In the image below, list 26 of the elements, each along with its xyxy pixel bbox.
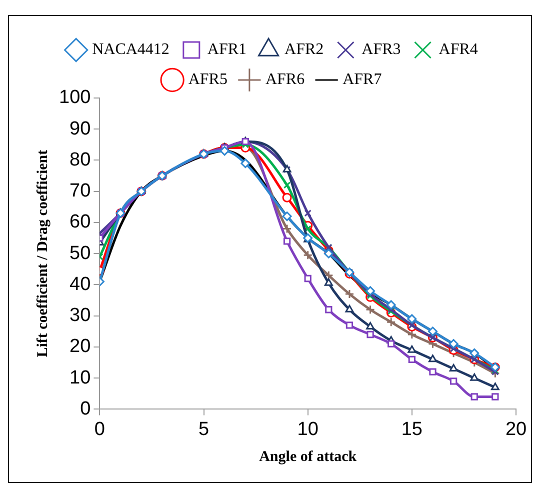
x-tick-label: 20 xyxy=(505,418,527,440)
legend-label: AFR4 xyxy=(438,41,478,58)
legend-label: AFR3 xyxy=(362,41,401,58)
legend-label: AFR5 xyxy=(188,71,228,88)
x-axis-title: Angle of attack xyxy=(259,448,358,465)
y-tick-label: 80 xyxy=(70,149,91,170)
legend-label: AFR7 xyxy=(342,71,382,88)
y-tick-label: 20 xyxy=(70,336,91,358)
y-tick-label: 30 xyxy=(70,305,91,326)
legend-label: AFR6 xyxy=(265,71,305,88)
x-tick-label: 5 xyxy=(198,418,210,440)
y-tick-label: 50 xyxy=(70,242,91,264)
y-tick-label: 90 xyxy=(70,118,91,140)
x-tick-label: 10 xyxy=(297,418,318,440)
y-tick-label: 0 xyxy=(80,398,91,420)
x-tick-label: 0 xyxy=(94,418,105,440)
y-tick-label: 60 xyxy=(70,212,91,233)
x-tick-label: 15 xyxy=(401,418,422,440)
y-tick-label: 70 xyxy=(70,180,91,202)
legend-label: AFR2 xyxy=(284,41,324,58)
y-axis-title: Lift coefficient / Drag coefficient xyxy=(34,150,51,358)
legend-label: AFR1 xyxy=(207,41,247,58)
legend-label: NACA4412 xyxy=(92,41,170,58)
y-tick-label: 10 xyxy=(70,367,91,388)
y-tick-label: 100 xyxy=(59,87,91,108)
y-tick-label: 40 xyxy=(70,274,91,295)
